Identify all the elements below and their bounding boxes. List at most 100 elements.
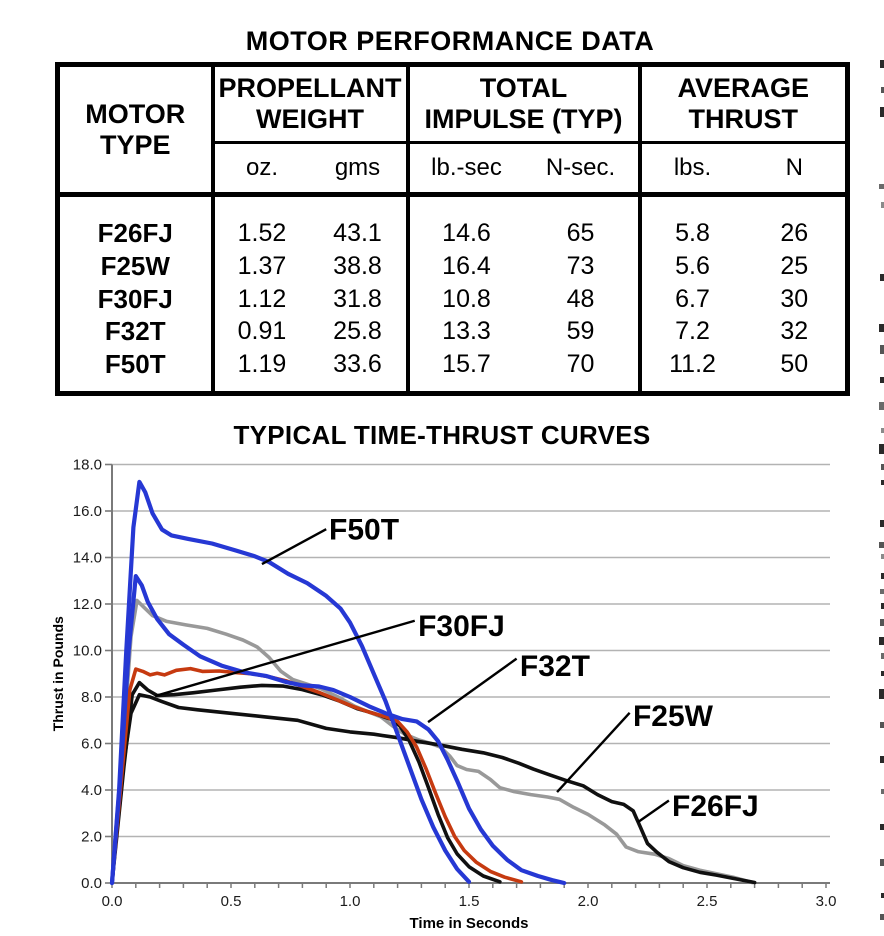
curve-label-F30FJ: F30FJ (418, 610, 505, 643)
value-cell: 11.2 (637, 348, 744, 394)
curve-F50T (109, 479, 472, 886)
edge-text-fragment (881, 603, 884, 609)
value-cell: 38.8 (333, 251, 382, 280)
header-line: TYPE (99, 129, 171, 160)
value-cell: 1.19 (210, 348, 310, 394)
edge-text-fragment (880, 824, 884, 830)
header-line: MOTOR (85, 98, 186, 129)
edge-text-fragment (879, 402, 884, 410)
edge-text-fragment (881, 202, 884, 208)
chart-title: TYPICAL TIME-THRUST CURVES (233, 420, 651, 450)
edge-text-fragment (881, 671, 884, 676)
y-tick-label: 14.0 (73, 550, 102, 567)
x-tick-label: 2.0 (578, 893, 599, 910)
edge-text-fragment (880, 859, 884, 866)
edge-text-fragment (881, 573, 884, 579)
edge-text-fragment (880, 756, 884, 763)
edge-text-fragment (880, 619, 884, 626)
value-cell: 70 (566, 350, 595, 379)
header-total-impulse: TOTAL IMPULSE (TYP) (405, 64, 640, 143)
value-cell: 14.6 (405, 194, 524, 251)
header-line: TOTAL (479, 73, 568, 103)
table-row: F25W 1.37 38.8 16.4 73 5.6 25 (58, 250, 848, 283)
y-tick-label: 6.0 (81, 736, 102, 753)
table-row: F26FJ 1.52 43.1 14.6 65 5.8 26 (58, 194, 848, 251)
edge-text-fragment (879, 637, 884, 645)
value-cell: 7.2 (637, 315, 744, 349)
callout-line-F25W (556, 711, 631, 793)
motor-name-cell: F26FJ (97, 218, 173, 249)
unit-oz: oz. (210, 141, 310, 197)
edge-text-fragment (880, 377, 884, 383)
value-cell: 26 (780, 219, 809, 248)
value-cell: 1.12 (210, 282, 310, 316)
header-propellant-weight: PROPELLANT WEIGHT (210, 64, 408, 143)
edge-text-fragment (881, 653, 884, 659)
curve-label-F25W: F25W (633, 700, 714, 733)
x-tick-label: 0.0 (102, 893, 123, 910)
header-line: THRUST (688, 104, 799, 134)
header-motor-type: MOTOR TYPE (57, 64, 213, 197)
motor-name-cell: F25W (100, 250, 170, 281)
value-cell: 1.37 (210, 250, 310, 283)
callout-line-F32T (427, 657, 518, 724)
value-cell: 6.7 (637, 282, 744, 316)
value-cell: 32 (780, 317, 809, 346)
edge-text-fragment (880, 345, 884, 354)
table-title: MOTOR PERFORMANCE DATA (245, 26, 655, 56)
edge-text-fragment (880, 274, 884, 281)
value-cell: 5.6 (637, 250, 744, 283)
x-tick-label: 1.0 (340, 893, 361, 910)
callout-line-F50T (261, 528, 327, 566)
edge-text-fragment (881, 554, 884, 559)
table-row: F50T 1.19 33.6 15.7 70 11.2 50 (58, 348, 848, 394)
edge-text-fragment (880, 914, 884, 920)
motor-performance-table: MOTOR TYPE PROPELLANT WEIGHT TOTAL IMPUL… (55, 62, 851, 396)
value-cell: 25.8 (333, 317, 382, 346)
edge-text-fragment (881, 428, 884, 433)
value-cell: 59 (566, 317, 595, 346)
edge-text-fragment (880, 589, 884, 594)
x-tick-label: 2.5 (697, 893, 718, 910)
edge-text-fragment (880, 520, 884, 527)
edge-text-fragment (879, 184, 884, 189)
edge-text-fragment (881, 789, 884, 794)
value-cell: 16.4 (405, 250, 524, 283)
curve-unlabeled-red (110, 666, 524, 885)
y-tick-label: 2.0 (81, 829, 102, 846)
edge-text-fragment (881, 464, 884, 470)
y-tick-label: 4.0 (81, 782, 102, 799)
value-cell: 1.52 (210, 194, 310, 251)
edge-text-fragment (879, 689, 884, 699)
edge-text-fragment (880, 722, 884, 728)
curve-F32T (109, 573, 567, 886)
value-cell: 33.6 (333, 350, 382, 379)
edge-text-fragment (881, 893, 884, 898)
value-cell: 65 (566, 219, 595, 248)
motor-name-cell: F32T (104, 316, 166, 347)
header-line: IMPULSE (TYP) (424, 104, 623, 134)
value-cell: 10.8 (405, 282, 524, 316)
y-tick-label: 18.0 (73, 457, 102, 474)
edge-text-fragment (879, 444, 884, 454)
edge-text-fragment (881, 87, 884, 93)
unit-n-sec: N-sec. (523, 141, 640, 197)
motor-name-cell: F30FJ (97, 283, 173, 314)
curve-label-F50T: F50T (329, 513, 399, 546)
curve-F26FJ (110, 692, 757, 885)
unit-lb-sec: lb.-sec (405, 141, 524, 197)
curve-label-F32T: F32T (520, 650, 590, 683)
edge-text-fragment (881, 480, 884, 485)
y-tick-label: 0.0 (81, 875, 102, 892)
x-tick-label: 0.5 (221, 893, 242, 910)
value-cell: 15.7 (405, 348, 524, 394)
value-cell: 73 (566, 251, 595, 280)
value-cell: 25 (780, 251, 809, 280)
table-row: F32T 0.91 25.8 13.3 59 7.2 32 (58, 315, 848, 349)
y-tick-label: 8.0 (81, 689, 102, 706)
value-cell: 48 (566, 284, 595, 313)
x-tick-label: 3.0 (816, 893, 837, 910)
unit-lbs: lbs. (637, 141, 744, 197)
value-cell: 13.3 (405, 315, 524, 349)
header-line: WEIGHT (256, 104, 364, 134)
